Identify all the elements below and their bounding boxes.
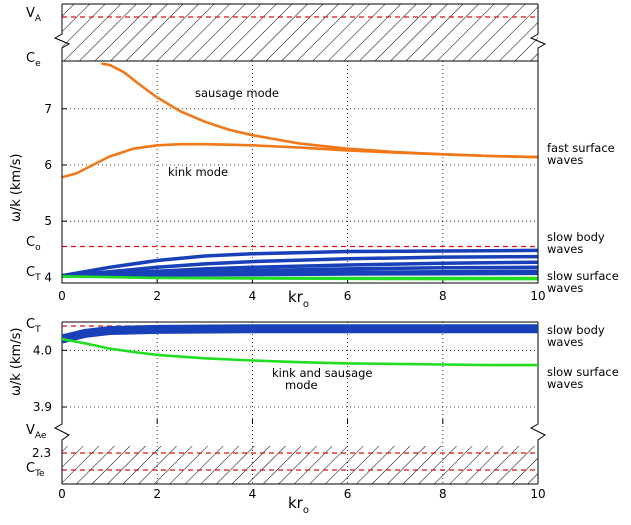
right-label: slow surface waves: [547, 365, 619, 391]
series-line-3: [62, 254, 538, 278]
x-tick-label: 10: [530, 487, 545, 501]
axis-break-bottom-right: [529, 322, 546, 484]
top-grid: [61, 61, 539, 283]
tick-2-3: 2.3: [32, 446, 51, 460]
y-tick-label: 5: [44, 214, 52, 228]
top-ylabel: ω/k (km/s): [9, 154, 24, 222]
label-vae: VAe: [26, 423, 47, 441]
right-label: fast surface waves: [547, 141, 615, 167]
x-tick-label: 0: [58, 487, 66, 501]
top-xlabel: kro: [288, 288, 309, 310]
x-tick-label: 6: [344, 289, 352, 303]
x-tick-label: 4: [249, 487, 257, 501]
y-tick-label: 4.0: [33, 343, 52, 357]
bottom-panel: 0 2 4 6 8 103.94.0 CT VAe CTe 2.3 ω/k (km/s) …: [9, 317, 619, 516]
series-line-7: [62, 271, 538, 278]
right-label: slow surface waves: [547, 269, 619, 295]
top-series: [62, 62, 538, 281]
y-tick-label: 6: [44, 158, 52, 172]
top-plot-frame: [61, 60, 539, 284]
annotation-sausage-mode: sausage mode: [195, 86, 279, 100]
x-tick-label: 0: [58, 289, 66, 303]
annotation-kink-and-sausage-mode: kink and sausage mode: [272, 366, 373, 392]
right-label: slow body waves: [547, 230, 605, 256]
top-tick-labels: 0 2 4 6 8 10 4 5 6 7: [44, 102, 545, 303]
series-line-0: [62, 324, 538, 344]
top-right-labels: fast surface waves slow body waves slow surf…: [547, 141, 619, 295]
y-tick-label: 4: [44, 270, 52, 284]
label-va: VA: [26, 6, 42, 24]
series-line-2: [62, 248, 538, 278]
y-tick-label: 7: [44, 102, 52, 116]
bottom-right-labels: slow body waves slow surface waves: [547, 323, 619, 391]
x-tick-label: 10: [530, 289, 545, 303]
x-tick-label: 4: [249, 289, 257, 303]
y-tick-label: 3.9: [33, 400, 52, 414]
x-tick-label: 6: [344, 487, 352, 501]
axis-break-top-left: [53, 4, 71, 61]
x-tick-label: 2: [153, 487, 161, 501]
axis-break-top-right: [529, 4, 547, 61]
bottom-tick-labels: 0 2 4 6 8 10 3.9 4.0: [33, 343, 546, 501]
label-co: Co: [26, 235, 41, 253]
top-panel: 0 2 4 6 8 10 4 5 6 7 VA Ce Co CT ω/k (km/s) kro s…: [9, 3, 619, 310]
series-line-8: [62, 274, 538, 281]
x-tick-label: 8: [439, 289, 447, 303]
series-line-0: [101, 62, 538, 159]
bottom-series: [62, 324, 538, 367]
label-ct-bottom: CT: [26, 317, 41, 335]
bottom-ylabel: ω/k (km/s): [9, 328, 24, 396]
top-hatched-band: [62, 4, 538, 61]
label-cte: CTe: [26, 461, 45, 479]
bottom-hatched-band: [62, 446, 538, 484]
annotation-kink-mode: kink mode: [168, 165, 228, 179]
right-label: slow body waves: [547, 323, 605, 349]
series-line-1: [62, 337, 538, 367]
x-tick-label: 8: [439, 487, 447, 501]
label-ce: Ce: [26, 51, 41, 69]
bottom-xlabel: kro: [288, 494, 309, 516]
label-ct-top: CT: [26, 265, 41, 283]
series-line-1: [62, 142, 538, 179]
x-tick-label: 2: [153, 289, 161, 303]
